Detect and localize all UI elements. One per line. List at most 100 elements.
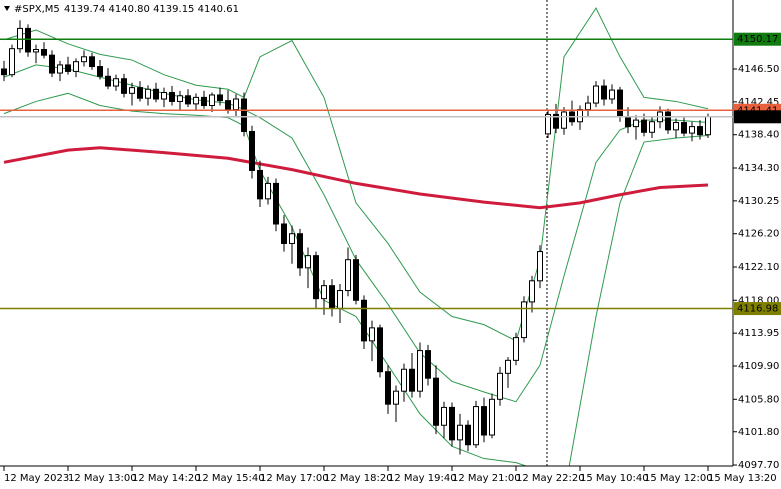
x-tick-label: 12 May 17:00 [260,473,329,484]
candle-body [73,61,79,72]
candle-body [345,259,351,292]
candle-body [145,88,151,99]
candle-body [433,377,439,426]
candle-body [553,113,559,129]
candle-body [57,64,63,74]
plot-area [1,0,711,466]
y-tick-label: 4109.90 [738,361,779,372]
y-tick-label: 4105.80 [738,394,779,405]
x-tick-label: 12 May 18:20 [324,473,393,484]
candle-body [585,102,591,111]
candle-body [497,372,503,400]
candle-body [273,182,279,225]
candle-body [417,350,423,392]
y-tick-label: 4142.45 [738,97,779,108]
candle-body [633,119,639,128]
candle-body [217,94,223,102]
x-tick-label: 15 May 13:20 [708,473,777,484]
candle-body [561,111,567,129]
candle-body [473,406,479,446]
price-label: 4140.61 [737,112,778,123]
candle-body [161,92,167,100]
candle-body [529,280,535,303]
candle-body [257,169,263,200]
candle-body [209,94,215,107]
candle-body [617,89,623,118]
x-tick-label: 15 May 12:00 [644,473,713,484]
candle-body [425,350,431,379]
candle-body [449,406,455,441]
candle-body [225,100,231,111]
candle-body [625,116,631,128]
candle-body [1,68,7,76]
y-tick-label: 4126.20 [738,229,779,240]
candle-body [361,299,367,342]
candle-body [313,255,319,300]
x-tick-label: 12 May 13:00 [68,473,137,484]
candle-body [649,121,655,133]
x-tick-label: 12 May 2023 [4,473,69,484]
candle-body [241,98,247,132]
candle-body [369,327,375,342]
candle-body [337,290,343,309]
candle-body [321,285,327,300]
y-tick-label: 4130.25 [738,196,779,207]
candle-body [601,85,607,100]
x-tick-label: 15 May 10:40 [580,473,649,484]
candle-body [305,255,311,269]
candle-body [457,424,463,441]
candle-body [185,95,191,105]
symbol-icon [4,6,10,11]
candle-body [481,406,487,436]
candle-body [25,27,31,53]
candle-body [137,87,143,99]
x-tick-label: 12 May 21:00 [452,473,521,484]
candle-body [177,95,183,102]
candle-body [441,406,447,426]
candle-body [401,368,407,392]
candle-body [329,285,335,309]
x-tick-label: 12 May 15:40 [196,473,265,484]
candle-body [233,98,239,111]
price-label: 4150.17 [737,34,778,45]
candle-body [593,85,599,104]
candle-body [545,113,551,135]
candle-body [609,89,615,100]
x-tick-label: 12 May 22:20 [516,473,585,484]
candle-body [41,49,47,56]
candle-body [665,111,671,131]
candle-body [97,66,103,77]
candle-body [129,87,135,94]
candle-body [113,78,119,87]
candle-body [169,92,175,102]
price-label-box [734,32,781,46]
candle-body [681,122,687,134]
candle-body [409,368,415,392]
candle-body [577,109,583,123]
price-label-box [734,110,781,124]
y-tick-label: 4138.40 [738,130,779,141]
candle-body [281,223,287,244]
price-label-box [734,302,781,316]
indicator-line [3,146,709,210]
candle-body [505,359,511,374]
candle-body [377,327,383,373]
candle-body [105,75,111,87]
candle-body [89,56,95,68]
candle-body [465,424,471,446]
candle-body [641,119,647,133]
indicator-line [3,7,709,342]
candle-body [81,56,87,63]
candle-body [697,126,703,136]
candle-body [9,48,15,76]
y-tick-label: 4134.30 [738,163,779,174]
candle-body [705,116,711,136]
candle-body [49,54,55,74]
candle-body [673,122,679,131]
candle-body [521,301,527,339]
candle-body [393,390,399,405]
candle-body [353,259,359,301]
y-tick-label: 4113.95 [738,328,779,339]
